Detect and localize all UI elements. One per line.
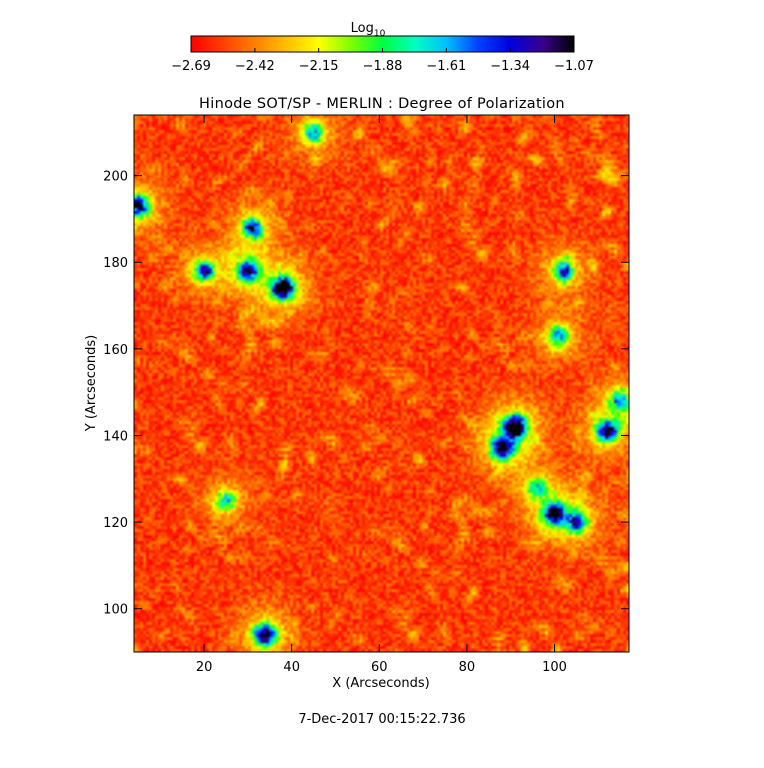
y-tick-label: 200 [103, 170, 128, 185]
colorbar-tick-label: −1.34 [490, 59, 530, 74]
x-axis: 20 40 60 80 100 [196, 115, 567, 675]
colorbar-tick-label: −2.42 [235, 59, 275, 74]
timestamp: 7-Dec-2017 00:15:22.736 [298, 712, 466, 727]
heatmap-image [134, 115, 629, 652]
colorbar-tick-label: −1.61 [426, 59, 466, 74]
colorbar-tick-label: −2.15 [299, 59, 339, 74]
colorbar-tick-label: −2.69 [171, 59, 211, 74]
x-tick-label: 20 [196, 660, 213, 675]
x-tick-label: 100 [542, 660, 567, 675]
y-tick-label: 180 [103, 256, 128, 271]
plot-frame [133, 114, 630, 653]
x-axis-label: X (Arcseconds) [332, 676, 429, 691]
y-tick-label: 160 [103, 343, 128, 358]
x-tick-label: 80 [459, 660, 476, 675]
y-axis-label: Y (Arcseconds) [84, 335, 99, 432]
y-tick-label: 120 [103, 516, 128, 531]
x-tick-label: 60 [371, 660, 388, 675]
colorbar-tick-label: −1.88 [363, 59, 403, 74]
x-tick-label: 40 [283, 660, 300, 675]
y-tick-label: 140 [103, 429, 128, 444]
colorbar-label: Log10 [351, 21, 386, 39]
y-tick-label: 100 [103, 603, 128, 618]
y-axis: 100 120 140 160 180 200 [103, 170, 629, 618]
chart-title: Hinode SOT/SP - MERLIN : Degree of Polar… [199, 96, 565, 112]
colorbar-ticks: −2.69 −2.42 −2.15 −1.88 −1.61 −1.34 −1.07 [171, 48, 594, 74]
colorbar-tick-label: −1.07 [554, 59, 594, 74]
